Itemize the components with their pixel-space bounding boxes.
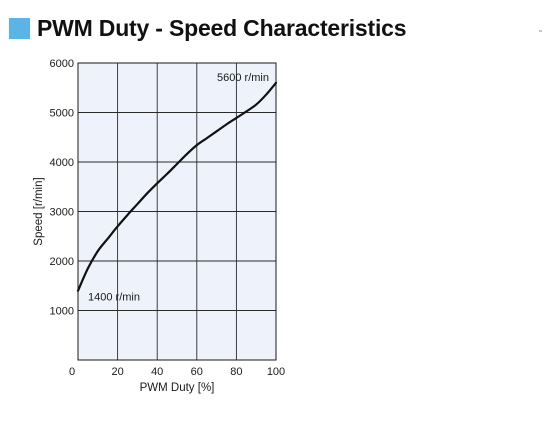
y-tick-label-6000: 6000 bbox=[50, 58, 74, 70]
y-tick-labels: 1000 2000 3000 4000 5000 6000 bbox=[50, 58, 74, 318]
annotation-max-speed: 5600 r/min bbox=[217, 72, 269, 84]
grid-lines bbox=[78, 63, 276, 360]
x-axis-label: PWM Duty [%] bbox=[140, 382, 215, 394]
plot-frame bbox=[77, 62, 277, 361]
y-tick-label-1000: 1000 bbox=[50, 306, 74, 318]
y-tick-label-4000: 4000 bbox=[50, 157, 74, 169]
header-square-icon bbox=[9, 17, 30, 39]
chart-header: PWM Duty - Speed Characteristics bbox=[9, 14, 407, 42]
x-tick-label-80: 80 bbox=[230, 366, 242, 378]
annotation-min-speed: 1400 r/min bbox=[88, 292, 140, 304]
x-tick-label-0: 0 bbox=[69, 366, 75, 378]
y-tick-label-5000: 5000 bbox=[50, 108, 74, 120]
x-tick-label-20: 20 bbox=[111, 366, 123, 378]
speed-curve bbox=[76, 81, 278, 292]
x-tick-label-40: 40 bbox=[151, 366, 163, 378]
x-tick-labels: 0 20 40 60 80 100 bbox=[69, 366, 285, 378]
chart-title: PWM Duty - Speed Characteristics bbox=[37, 14, 407, 41]
x-tick-label-100: 100 bbox=[267, 366, 285, 378]
y-tick-label-2000: 2000 bbox=[50, 256, 74, 268]
x-tick-label-60: 60 bbox=[191, 366, 203, 378]
y-axis-label: Speed [r/min] bbox=[33, 177, 45, 245]
y-tick-label-3000: 3000 bbox=[50, 207, 74, 219]
edge-mark bbox=[539, 30, 542, 32]
